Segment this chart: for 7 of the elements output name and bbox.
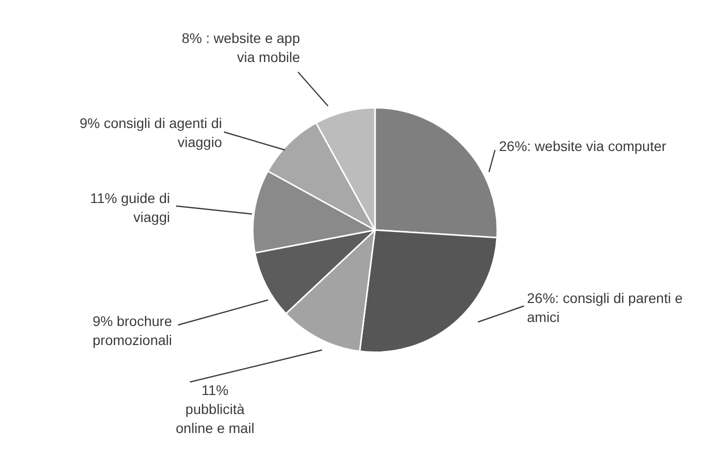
slice-label: 26%: consigli di parenti e amici [527,290,683,325]
slice-label: 26%: website via computer [499,138,667,154]
slice-label: 11% pubblicità online e mail [176,382,254,436]
slice-label: 9% brochure promozionali [92,312,172,348]
slice-label: 8% : website e app via mobile [182,30,300,65]
slice-label: 9% consigli di agenti di viaggio [80,114,222,150]
slice-label: 11% guide di viaggi [90,190,170,225]
